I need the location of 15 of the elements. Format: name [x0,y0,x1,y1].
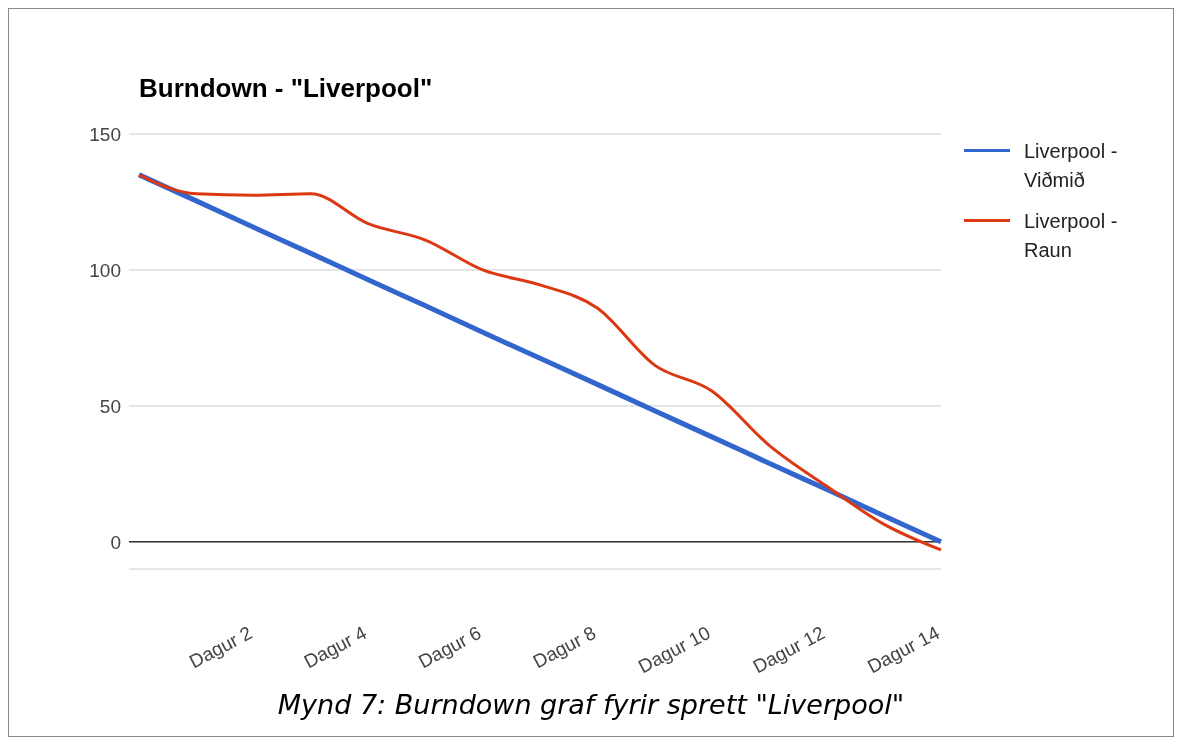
y-tick-label: 50 [99,395,121,417]
x-tick-label: Dagur 4 [300,621,371,673]
y-tick-label: 100 [89,259,121,281]
legend-label: Liverpool - Viðmið [1024,139,1119,193]
x-tick-label: Dagur 6 [415,621,485,673]
legend-label: Liverpool - Raun [1024,209,1119,263]
x-tick-label: Dagur 12 [749,621,829,678]
x-tick-label: Dagur 2 [185,621,256,673]
x-tick-label: Dagur 10 [634,621,714,678]
text: Mynd 7: Burndown graf fyrir sprett "Liverpool" [276,689,906,720]
y-tick-label: 150 [89,123,121,145]
x-tick-label: Dagur 14 [864,621,944,678]
chart-title: Burndown - "Liverpool" [139,73,433,104]
x-tick-label: Dagur 8 [529,621,600,673]
y-tick-label: 0 [110,531,121,553]
